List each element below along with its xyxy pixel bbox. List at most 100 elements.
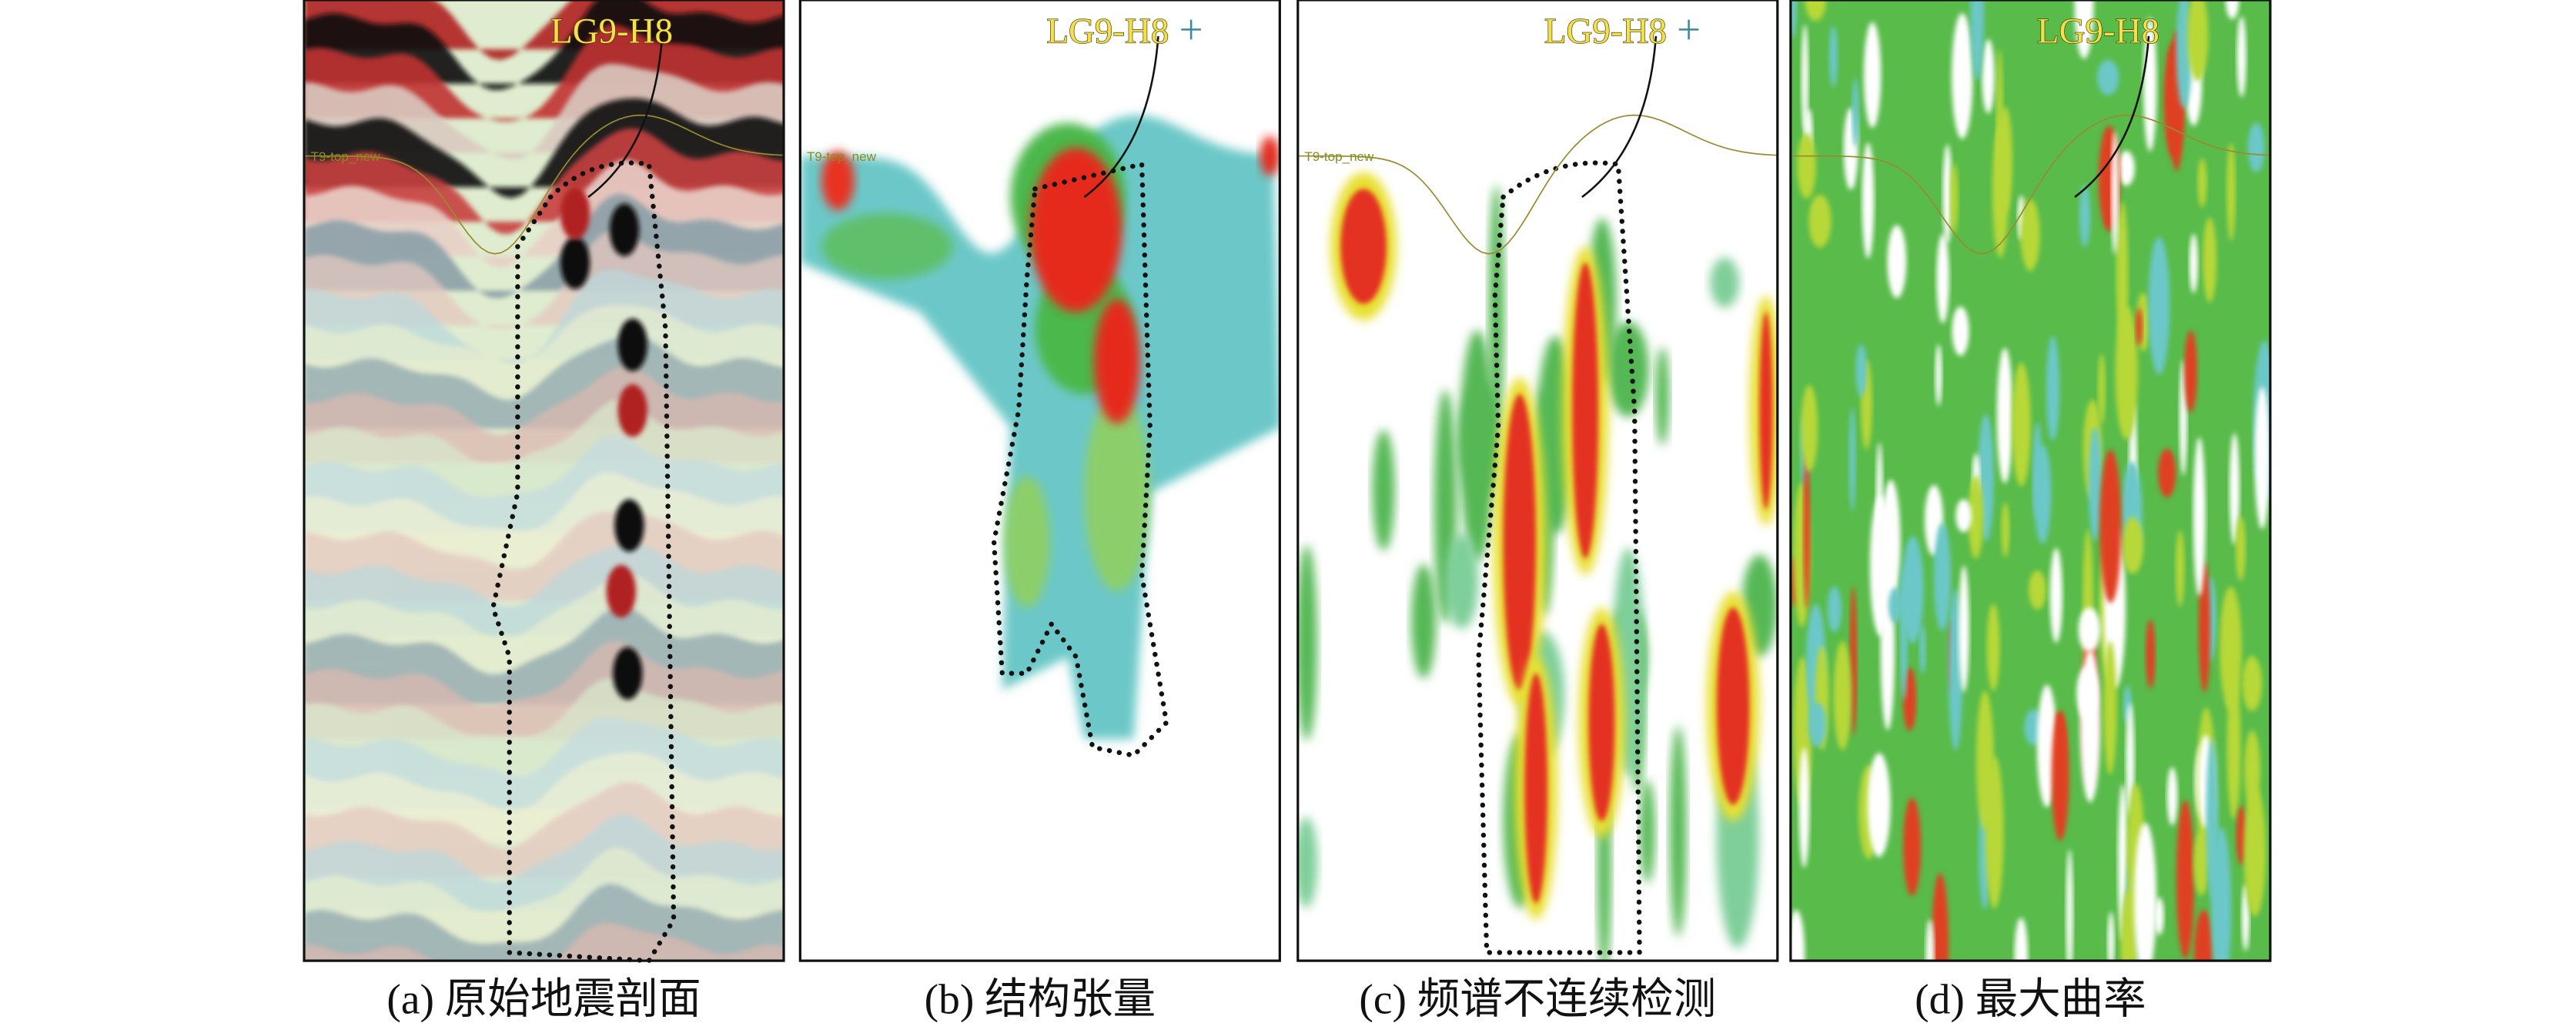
panel-spectral <box>1297 0 1778 961</box>
caption: (a) 原始地震剖面 <box>386 975 701 1022</box>
streak <box>2226 142 2236 241</box>
streak <box>1805 0 1826 22</box>
streak <box>2158 448 2176 498</box>
event <box>613 647 643 700</box>
well-trajectory <box>587 35 664 199</box>
blob <box>1094 299 1140 424</box>
streak <box>1952 306 1969 356</box>
streak <box>1808 702 1827 747</box>
streak <box>2247 122 2265 172</box>
streak <box>2176 530 2185 607</box>
streak <box>1801 24 1808 133</box>
event <box>617 318 647 372</box>
event <box>560 187 590 240</box>
streak <box>2020 199 2040 272</box>
streak <box>1959 565 1969 693</box>
streak <box>2097 59 2119 95</box>
blob <box>1260 136 1280 176</box>
streak <box>2028 570 2047 610</box>
streak <box>2076 666 2098 720</box>
panel-structure-tensor <box>800 0 1280 961</box>
event <box>614 499 644 552</box>
streak <box>2103 640 2117 775</box>
panel-frame <box>798 0 1281 962</box>
streak <box>1875 442 1883 577</box>
streak <box>1919 624 1926 674</box>
streak <box>1803 450 1811 610</box>
panel-frame <box>1789 0 2272 962</box>
streak <box>2088 426 2103 542</box>
streak <box>1903 797 1922 897</box>
event <box>609 203 640 256</box>
streak <box>1790 910 1805 961</box>
horizon <box>304 114 785 255</box>
caption: (d) 最大曲率 <box>1915 975 2146 1022</box>
streak <box>1932 873 1949 961</box>
streak <box>2198 561 2210 693</box>
streak <box>2154 897 2164 935</box>
streak <box>2078 607 2101 652</box>
streak <box>1982 38 1995 114</box>
streak <box>2203 217 2217 303</box>
streak <box>1970 0 1985 82</box>
streak <box>2148 236 2170 375</box>
blob <box>1607 321 1649 417</box>
well-label: LG9-H8 <box>1046 11 1169 51</box>
panel-frame <box>1296 0 1779 962</box>
blob <box>1640 780 1655 884</box>
event <box>606 564 636 618</box>
streak <box>2034 444 2052 544</box>
streak <box>1996 48 2003 202</box>
blob <box>1003 476 1050 608</box>
streak <box>2117 150 2135 186</box>
blob <box>1503 394 1537 690</box>
horizon <box>1790 114 2270 255</box>
anomaly-outline <box>991 161 1169 758</box>
blob <box>1372 430 1395 551</box>
streak <box>2074 0 2094 59</box>
streak <box>1867 753 1891 857</box>
blob <box>1445 533 1479 629</box>
streak <box>1935 344 1942 406</box>
streak <box>1862 142 1875 259</box>
streak <box>2126 702 2135 817</box>
blob <box>1759 312 1773 510</box>
streak <box>2014 918 2028 961</box>
streak <box>2166 767 2178 826</box>
blob <box>1524 673 1548 904</box>
streak <box>2189 233 2198 293</box>
streak <box>2107 911 2115 961</box>
streak <box>1863 22 1882 129</box>
streak <box>2254 386 2270 530</box>
streak <box>2176 800 2195 959</box>
streak <box>2122 516 2144 574</box>
streak <box>2133 822 2157 961</box>
caption: (b) 结构张量 <box>925 975 1156 1022</box>
streak <box>1968 475 1984 559</box>
blob <box>1572 262 1599 559</box>
streak <box>1828 25 1838 88</box>
panel-curvature <box>1790 0 2270 961</box>
seismic-band <box>304 922 785 961</box>
streak <box>2001 502 2010 558</box>
streak <box>2066 849 2073 961</box>
overlay: LG9-H8 T9-top_new (a) 原始地震剖面 LG9-H8 T9-top_n… <box>303 0 2272 1022</box>
streak <box>2197 158 2207 208</box>
event <box>617 384 647 437</box>
well-label: LG9-H8 <box>550 11 673 51</box>
streak <box>2099 450 2122 603</box>
streak <box>2098 353 2106 424</box>
streak <box>2187 0 2209 82</box>
streak <box>1936 233 1949 324</box>
streak <box>1887 225 1907 299</box>
well-marker <box>1181 19 1201 40</box>
streak <box>1888 587 1902 623</box>
blob <box>1669 725 1687 937</box>
well-label: LG9-H8 <box>1544 11 1667 51</box>
horizon <box>1297 114 1778 255</box>
streak <box>1996 347 2013 483</box>
blob <box>1030 148 1122 313</box>
streak <box>1848 407 1856 512</box>
streak <box>1986 603 2000 691</box>
